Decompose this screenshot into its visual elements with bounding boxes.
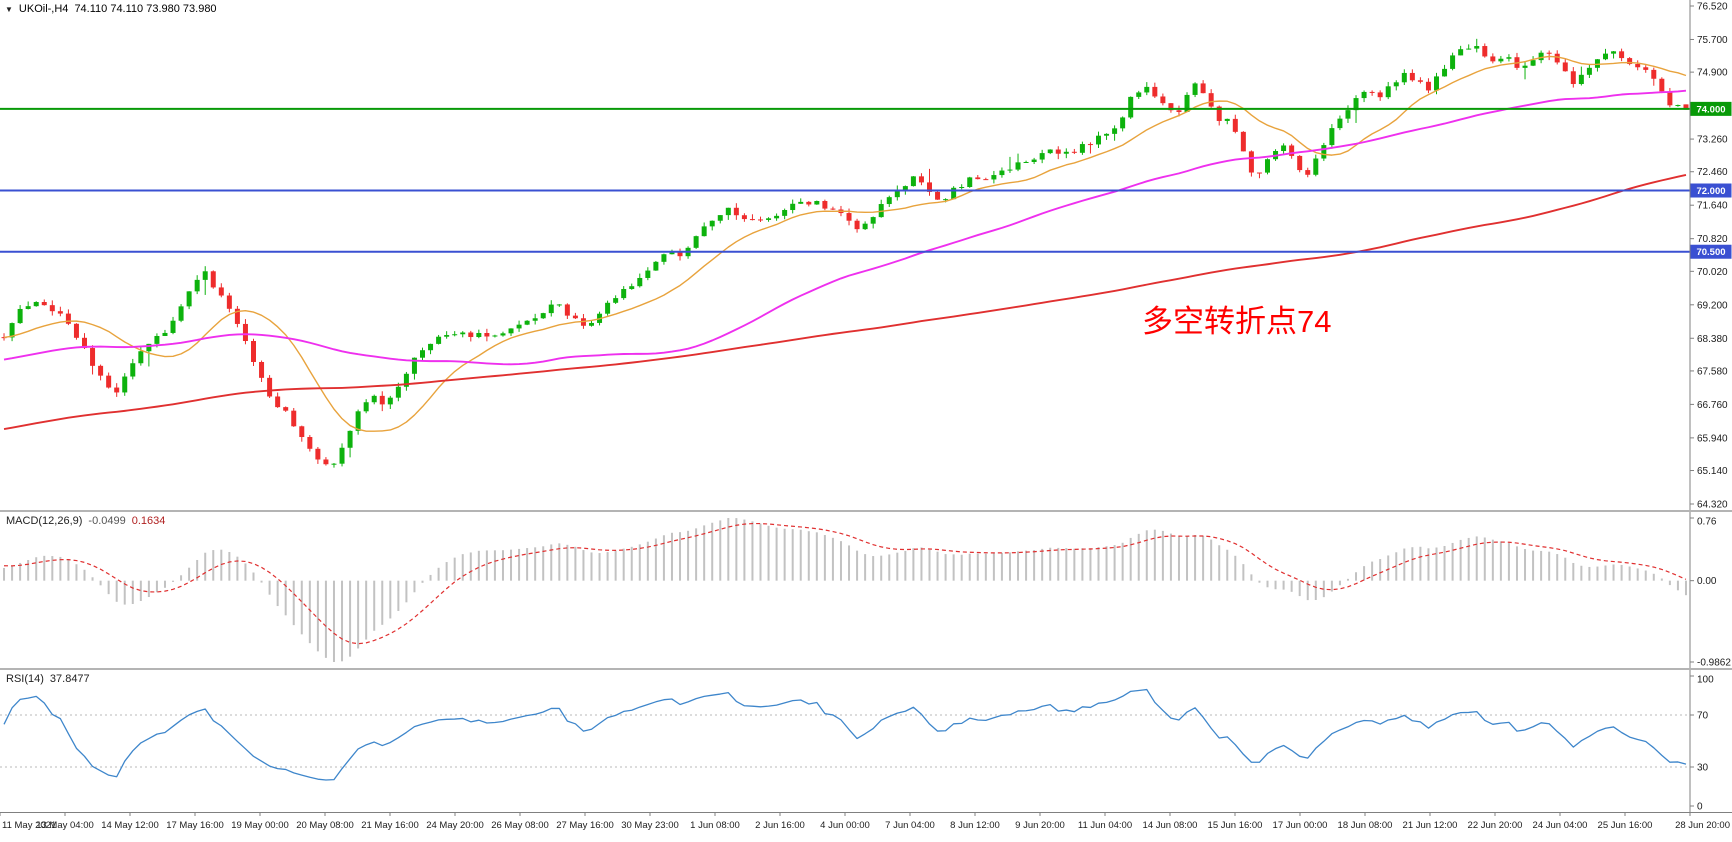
macd-main-value: -0.0499	[88, 515, 126, 527]
price-badge-72.000: 72.000	[1690, 183, 1732, 198]
macd-panel: 0.76 0.00 -0.9862 MACD(12,26,9) -0.0499 0.…	[0, 512, 1732, 668]
svg-text:21 May 16:00: 21 May 16:00	[361, 820, 419, 831]
svg-text:7 Jun 04:00: 7 Jun 04:00	[885, 820, 935, 831]
ohlc-label: 74.110 74.110 73.980 73.980	[74, 3, 217, 15]
svg-text:65.940: 65.940	[1697, 433, 1728, 444]
price-chart-canvas[interactable]: 76.52075.70074.90074.08073.26072.46071.6…	[0, 0, 1732, 510]
rsi-value: 37.8477	[49, 673, 90, 685]
svg-text:25 Jun 16:00: 25 Jun 16:00	[1598, 820, 1653, 831]
symbol-period-label: UKOil-,H4	[18, 3, 69, 15]
svg-text:28 Jun 20:00: 28 Jun 20:00	[1675, 820, 1730, 831]
rsi-axis[interactable]: 100 70 30 0	[1689, 670, 1732, 813]
svg-text:4 Jun 00:00: 4 Jun 00:00	[820, 820, 870, 831]
svg-text:100: 100	[1697, 675, 1714, 686]
svg-text:17 May 16:00: 17 May 16:00	[166, 820, 224, 831]
price-panel: 76.52075.70074.90074.08073.26072.46071.6…	[0, 0, 1732, 510]
svg-text:76.520: 76.520	[1697, 2, 1728, 13]
svg-text:11 May 2021: 11 May 2021	[2, 820, 56, 831]
svg-text:17 Jun 00:00: 17 Jun 00:00	[1273, 820, 1328, 831]
ma-fast-line	[3, 55, 1687, 432]
svg-text:70.020: 70.020	[1697, 267, 1728, 278]
collapse-arrow-icon[interactable]: ▼	[5, 4, 13, 14]
svg-text:0: 0	[1697, 802, 1703, 813]
svg-text:2 Jun 16:00: 2 Jun 16:00	[755, 820, 805, 831]
svg-text:75.700: 75.700	[1697, 35, 1728, 46]
chart-annotation-text[interactable]: 多空转折点74	[1142, 304, 1332, 339]
svg-text:72.460: 72.460	[1697, 167, 1728, 178]
svg-text:14 Jun 08:00: 14 Jun 08:00	[1143, 820, 1198, 831]
panel-splitter-rsi[interactable]	[0, 668, 1732, 670]
svg-text:8 Jun 12:00: 8 Jun 12:00	[950, 820, 1000, 831]
svg-text:74.000: 74.000	[1696, 104, 1725, 115]
macd-axis[interactable]: 0.76 0.00 -0.9862	[1689, 512, 1732, 669]
svg-text:72.000: 72.000	[1696, 186, 1725, 197]
macd-canvas[interactable]: 0.76 0.00 -0.9862	[0, 512, 1732, 668]
svg-text:-0.9862: -0.9862	[1697, 658, 1731, 669]
svg-text:11 Jun 04:00: 11 Jun 04:00	[1078, 820, 1132, 831]
time-axis[interactable]: 11 May 2021 13 May 04:00 14 May 12:00 17 Ma…	[0, 812, 1732, 842]
chart-header: ▼ UKOil-,H4 74.110 74.110 73.980 73.980	[5, 3, 217, 15]
svg-text:70.500: 70.500	[1696, 247, 1725, 258]
svg-text:14 May 12:00: 14 May 12:00	[101, 820, 159, 831]
price-badge-70.500: 70.500	[1690, 244, 1732, 259]
svg-text:21 Jun 12:00: 21 Jun 12:00	[1403, 820, 1458, 831]
svg-text:64.320: 64.320	[1697, 500, 1728, 511]
macd-signal-line	[4, 522, 1687, 645]
svg-text:69.200: 69.200	[1697, 300, 1728, 311]
svg-text:30: 30	[1697, 763, 1709, 774]
svg-text:27 May 16:00: 27 May 16:00	[556, 820, 614, 831]
svg-text:74.900: 74.900	[1697, 68, 1728, 79]
svg-text:65.140: 65.140	[1697, 466, 1728, 477]
macd-name: MACD(12,26,9)	[6, 515, 83, 527]
svg-text:70.820: 70.820	[1697, 234, 1728, 245]
svg-text:18 Jun 08:00: 18 Jun 08:00	[1338, 820, 1393, 831]
svg-text:26 May 08:00: 26 May 08:00	[491, 820, 549, 831]
rsi-name: RSI(14)	[6, 673, 44, 685]
svg-text:66.760: 66.760	[1697, 400, 1728, 411]
svg-text:30 May 23:00: 30 May 23:00	[621, 820, 679, 831]
ma-slow-line	[3, 174, 1687, 430]
macd-histogram	[3, 518, 1687, 662]
macd-signal-value: 0.1634	[131, 515, 166, 527]
rsi-levels	[0, 714, 1690, 768]
price-badge-74.000: 74.000	[1690, 101, 1732, 116]
rsi-label: RSI(14) 37.8477	[6, 673, 90, 685]
svg-text:70: 70	[1697, 711, 1709, 722]
svg-text:13 May 04:00: 13 May 04:00	[36, 820, 94, 831]
svg-text:15 Jun 16:00: 15 Jun 16:00	[1208, 820, 1263, 831]
ma-medium-line	[3, 89, 1687, 366]
rsi-canvas[interactable]: 100 70 30 0	[0, 670, 1732, 812]
svg-text:20 May 08:00: 20 May 08:00	[296, 820, 354, 831]
rsi-line	[3, 688, 1687, 781]
svg-text:1 Jun 08:00: 1 Jun 08:00	[690, 820, 740, 831]
svg-text:22 Jun 20:00: 22 Jun 20:00	[1468, 820, 1523, 831]
rsi-panel: 100 70 30 0 RSI(14) 37.8477	[0, 670, 1732, 812]
macd-label: MACD(12,26,9) -0.0499 0.1634	[6, 515, 165, 527]
svg-text:71.640: 71.640	[1697, 201, 1728, 212]
svg-text:67.580: 67.580	[1697, 366, 1728, 377]
svg-text:9 Jun 20:00: 9 Jun 20:00	[1015, 820, 1065, 831]
svg-text:68.380: 68.380	[1697, 334, 1728, 345]
svg-text:19 May 00:00: 19 May 00:00	[231, 820, 289, 831]
svg-text:73.260: 73.260	[1697, 135, 1728, 146]
svg-text:24 May 20:00: 24 May 20:00	[426, 820, 484, 831]
svg-text:0.76: 0.76	[1697, 517, 1717, 528]
svg-text:24 Jun 04:00: 24 Jun 04:00	[1533, 820, 1588, 831]
svg-text:0.00: 0.00	[1697, 576, 1717, 587]
panel-splitter-macd[interactable]	[0, 510, 1732, 512]
candles-layer	[1, 38, 1689, 468]
